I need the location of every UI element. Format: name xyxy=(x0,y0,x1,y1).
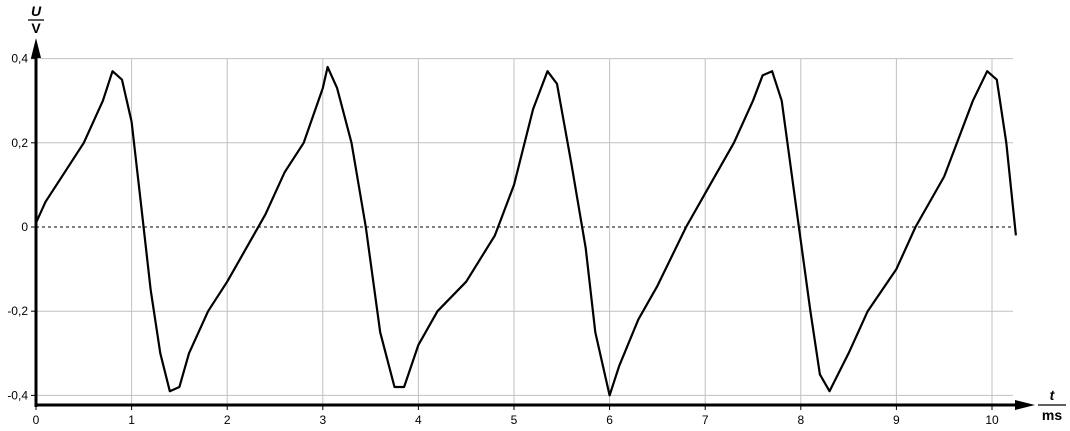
y-tick-label: 0,4 xyxy=(11,52,28,66)
x-tick-label: 7 xyxy=(702,413,709,427)
y-axis-arrow-icon xyxy=(31,38,41,58)
tick-labels: 0 1 2 3 4 5 6 7 8 9 10 0,4 0,2 0 -0,2 -0,4 xyxy=(7,52,999,427)
y-axis-symbol: U xyxy=(31,3,42,19)
x-tick-label: 8 xyxy=(797,413,804,427)
x-axis-unit: ms xyxy=(1042,407,1062,423)
x-tick-label: 3 xyxy=(319,413,326,427)
x-tick-label: 1 xyxy=(128,413,135,427)
x-tick-label: 4 xyxy=(415,413,422,427)
series-line xyxy=(34,65,1017,397)
x-tick-label: 5 xyxy=(511,413,518,427)
x-axis-label: t ms xyxy=(1038,387,1066,423)
x-tick-label: 6 xyxy=(606,413,613,427)
x-tick-label: 0 xyxy=(33,413,40,427)
x-tick-label: 2 xyxy=(224,413,231,427)
x-axis-arrow-icon xyxy=(1015,400,1035,410)
x-axis-symbol: t xyxy=(1050,387,1056,403)
x-tick-label: 10 xyxy=(985,413,999,427)
axes xyxy=(31,38,1035,410)
x-tick-label: 9 xyxy=(893,413,900,427)
y-tick-label: -0,2 xyxy=(7,304,28,318)
grid xyxy=(36,58,1013,405)
y-axis-unit: V xyxy=(31,20,41,36)
y-tick-label: 0,2 xyxy=(11,136,28,150)
y-tick-label: 0 xyxy=(21,220,28,234)
y-axis-label: U V xyxy=(28,3,44,36)
y-tick-label: -0,4 xyxy=(7,388,28,402)
